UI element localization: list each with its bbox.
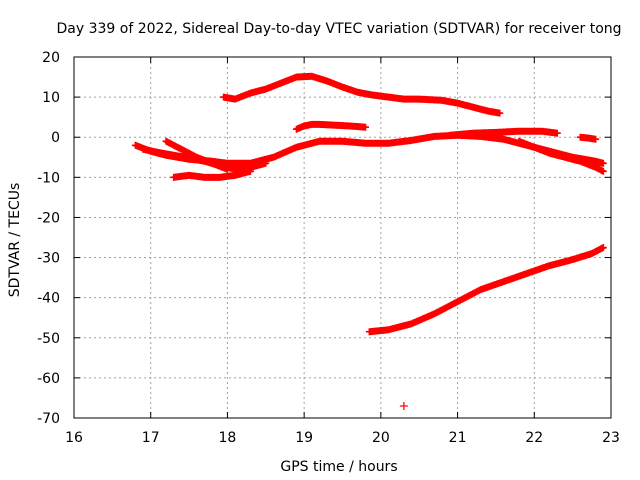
x-tick-label: 19 (295, 430, 313, 446)
x-tick-label: 22 (525, 430, 543, 446)
x-tick-label: 18 (219, 430, 237, 446)
y-tick-label: -60 (37, 371, 60, 387)
series-arc-upper (220, 72, 504, 117)
y-tick-label: -40 (37, 291, 60, 307)
series-arc-diagonal (162, 137, 231, 173)
y-tick-label: 0 (51, 130, 60, 146)
x-axis-title: GPS time / hours (280, 459, 397, 475)
data-point (292, 120, 370, 133)
series-arc-short-low (170, 167, 254, 181)
x-tick-label: 21 (449, 430, 467, 446)
x-tick-label: 16 (65, 430, 83, 446)
y-tick-label: 10 (42, 90, 60, 106)
series-arc-right-short (576, 133, 600, 143)
data-points (131, 72, 607, 410)
chart-title: Day 339 of 2022, Sidereal Day-to-day VTE… (56, 21, 621, 37)
x-tick-label: 23 (602, 430, 620, 446)
series-arc-right-lower (515, 137, 607, 175)
y-tick-label: -70 (37, 411, 60, 427)
series-outlier (399, 401, 408, 410)
y-tick-label: -10 (37, 170, 60, 186)
axis-ticks: 16 17 18 19 20 21 22 23 20 10 0 -10 -20 -30 -40 -50 -60 -… (37, 50, 620, 446)
plot-frame (73, 56, 612, 419)
data-point (162, 137, 231, 173)
data-point (515, 137, 607, 175)
data-point (170, 167, 254, 181)
x-tick-label: 17 (142, 430, 160, 446)
grid-lines (73, 56, 612, 419)
data-point (220, 72, 504, 117)
series-arc-mid-short (292, 120, 370, 133)
series-arc-bottom (365, 244, 607, 336)
data-point (399, 401, 408, 410)
data-point (576, 133, 600, 143)
data-point (446, 127, 561, 139)
y-tick-label: -20 (37, 210, 60, 226)
y-tick-label: 20 (42, 50, 60, 66)
y-tick-label: -30 (37, 251, 60, 267)
series-arc-right-upper (446, 127, 561, 139)
x-tick-label: 20 (372, 430, 390, 446)
data-point (365, 244, 607, 336)
y-axis-title: SDTVAR / TECUs (7, 183, 23, 298)
y-tick-label: -50 (37, 331, 60, 347)
